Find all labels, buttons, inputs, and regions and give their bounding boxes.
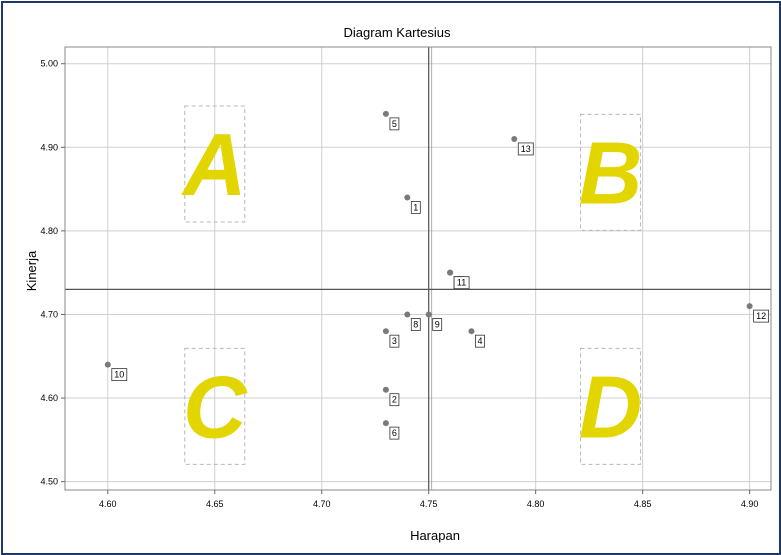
data-point-2: [382, 386, 389, 393]
data-point-6: [382, 420, 389, 427]
point-label-box: [517, 142, 534, 156]
quadrant-box: [184, 105, 246, 223]
y-tick-label: 5.00: [40, 59, 58, 69]
point-label-5: 5: [392, 119, 397, 129]
data-point-8: [404, 311, 411, 318]
point-label-box: [475, 334, 485, 348]
point-label-2: 2: [392, 395, 397, 405]
quadrant-letter-a: A: [181, 115, 247, 214]
data-point-3: [382, 328, 389, 335]
plot-area: [64, 46, 772, 491]
point-label-1: 1: [413, 202, 418, 212]
x-tick-label: 4.80: [527, 499, 545, 509]
quadrant-letter-d: D: [579, 357, 643, 456]
quadrant-box: [184, 347, 246, 465]
point-label-box: [432, 318, 443, 331]
data-points: 12345678910111213: [104, 110, 770, 440]
point-label-box: [453, 276, 470, 290]
point-label-3: 3: [392, 336, 397, 346]
point-label-box: [389, 334, 400, 348]
point-label-9: 9: [435, 319, 440, 329]
y-tick-label: 4.60: [40, 393, 58, 403]
quadrant-letter-c: C: [183, 357, 248, 456]
point-label-4: 4: [477, 336, 482, 346]
point-label-box: [753, 309, 770, 323]
reference-lines: [65, 47, 771, 490]
data-point-5: [382, 110, 389, 117]
point-label-10: 10: [114, 370, 124, 380]
x-tick-label: 4.90: [741, 499, 759, 509]
cartesian-diagram: Diagram Kartesius A BC D 4.60 4.65 4.70 4.75 4…: [24, 25, 772, 543]
x-tick-label: 4.60: [99, 499, 117, 509]
y-axis-title: Kinerja: [24, 250, 39, 291]
data-point-12: [746, 303, 753, 310]
x-axis-title: Harapan: [410, 528, 460, 543]
data-point-10: [104, 361, 111, 368]
data-point-11: [447, 269, 454, 276]
point-label-13: 13: [521, 144, 531, 154]
point-label-box: [389, 393, 400, 407]
point-label-box: [111, 368, 128, 382]
point-label-box: [410, 201, 421, 214]
x-tick-label: 4.65: [206, 499, 224, 509]
quadrant-box: [580, 347, 642, 465]
quadrant-box: [580, 113, 642, 231]
gridlines: [65, 47, 771, 490]
data-point-9: [425, 311, 432, 318]
data-point-1: [404, 194, 411, 201]
chart-title: Diagram Kartesius: [344, 25, 451, 40]
quadrant-labels: A B C D: [181, 105, 643, 465]
y-tick-label: 4.50: [40, 477, 58, 487]
x-tick-label: 4.70: [313, 499, 331, 509]
x-tick-label: 4.75: [420, 499, 438, 509]
y-tick-label: 4.90: [40, 142, 58, 152]
point-label-6: 6: [392, 428, 397, 438]
data-point-13: [511, 135, 518, 142]
point-label-8: 8: [413, 319, 418, 329]
y-tick-labels: 4.50 4.60 4.70 4.80 4.90 5.00: [40, 59, 65, 487]
x-tick-labels: 4.60 4.65 4.70 4.75 4.80 4.85 4.90: [99, 490, 758, 509]
point-label-11: 11: [457, 278, 466, 288]
point-label-box: [389, 426, 400, 440]
quadrant-letter-b: B: [579, 123, 643, 222]
y-tick-label: 4.80: [40, 226, 58, 236]
y-tick-label: 4.70: [40, 309, 58, 319]
point-label-box: [389, 117, 400, 131]
data-point-4: [468, 328, 475, 335]
point-label-12: 12: [756, 311, 766, 321]
x-tick-label: 4.85: [634, 499, 652, 509]
point-label-box: [410, 318, 421, 331]
